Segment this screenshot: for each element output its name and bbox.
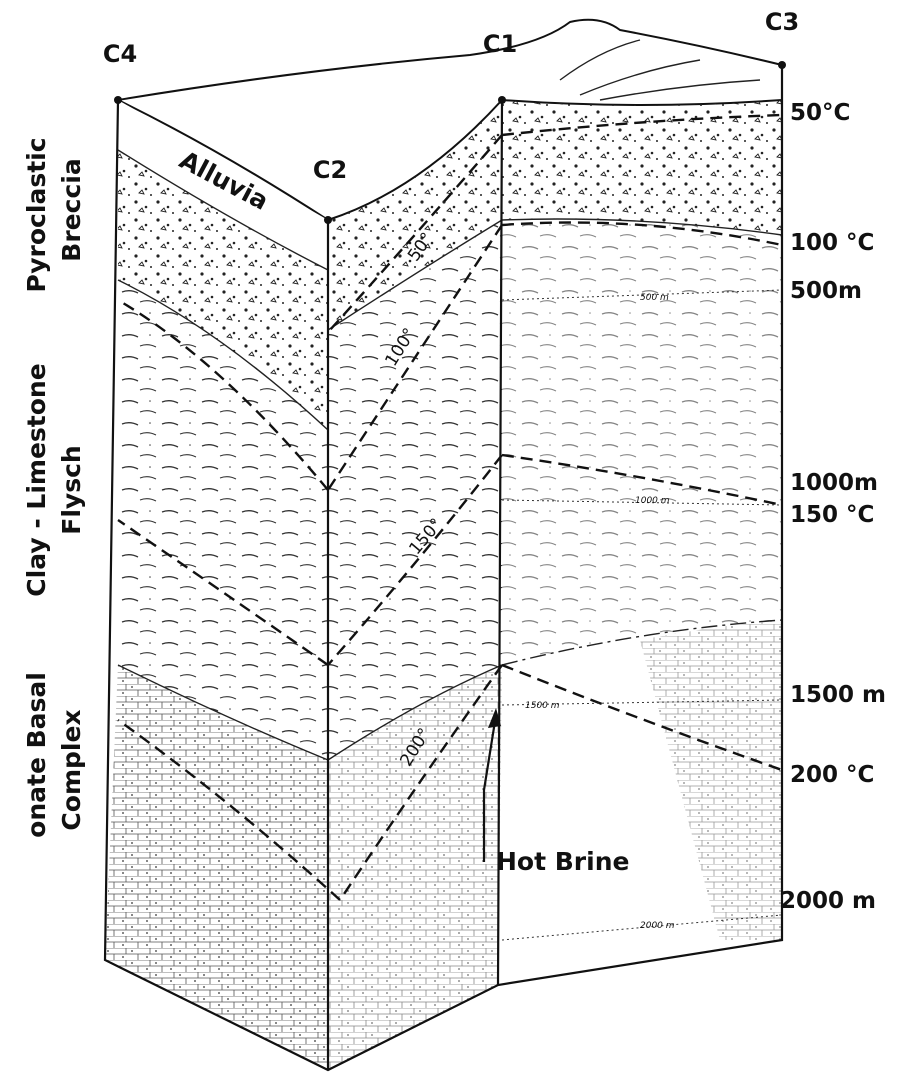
face-depth-label: 1500 m bbox=[525, 701, 560, 711]
well-head bbox=[114, 96, 122, 104]
depth-label: 2000 m bbox=[780, 888, 876, 914]
alluvia-layer bbox=[118, 100, 328, 270]
formation-label: Breccia bbox=[57, 158, 86, 261]
arrow-head bbox=[488, 708, 501, 728]
well-label: C3 bbox=[765, 8, 799, 36]
flysch-layer bbox=[502, 219, 782, 665]
breccia-layer bbox=[328, 100, 502, 330]
formation-label: Flysch bbox=[57, 445, 86, 534]
well-label: C1 bbox=[483, 30, 517, 58]
well-head bbox=[778, 61, 786, 69]
well-head bbox=[498, 96, 506, 104]
well-head bbox=[324, 216, 332, 224]
well-label: C4 bbox=[103, 40, 137, 68]
isotherm bbox=[329, 113, 783, 331]
temperature-label: 50°C bbox=[790, 100, 850, 126]
isotherm bbox=[117, 663, 783, 901]
temperature-label: 100 °C bbox=[790, 230, 874, 256]
face-depth-label: 1000 m bbox=[635, 496, 670, 506]
formation-label: Complex bbox=[57, 709, 86, 830]
flysch-layer bbox=[328, 220, 502, 760]
well-label: C2 bbox=[313, 156, 347, 184]
breccia-layer bbox=[502, 100, 782, 235]
layer-boundary bbox=[117, 149, 783, 761]
temperature-label: 200 °C bbox=[790, 762, 874, 788]
depth-label: 500m bbox=[790, 278, 862, 304]
face-depth-label: 2000 m bbox=[640, 921, 675, 931]
face-depth-label: 500 m bbox=[640, 293, 669, 303]
block bbox=[103, 18, 786, 1072]
formation-label: onate Basal bbox=[22, 672, 51, 838]
isotherm bbox=[117, 221, 783, 491]
flysch-layer bbox=[118, 280, 328, 760]
well bbox=[326, 99, 504, 1070]
formation-label: Pyroclastic bbox=[22, 137, 51, 292]
breccia-layer bbox=[118, 150, 328, 430]
depth-line bbox=[501, 289, 783, 941]
basal-layer bbox=[105, 665, 328, 1070]
basal-layer bbox=[328, 665, 502, 1070]
depth-label: 1000m bbox=[790, 470, 878, 496]
terrain-line bbox=[559, 39, 761, 101]
annotation: Hot Brine bbox=[496, 847, 629, 876]
temperature-label: 150 °C bbox=[790, 502, 874, 528]
basal-layer bbox=[640, 620, 782, 940]
layer-boundary bbox=[501, 619, 783, 666]
block-outline bbox=[103, 65, 784, 1072]
arrow bbox=[482, 714, 498, 862]
isotherm bbox=[117, 453, 783, 666]
depth-label: 1500 m bbox=[790, 682, 886, 708]
formation-label: Clay - Limestone bbox=[22, 363, 51, 596]
